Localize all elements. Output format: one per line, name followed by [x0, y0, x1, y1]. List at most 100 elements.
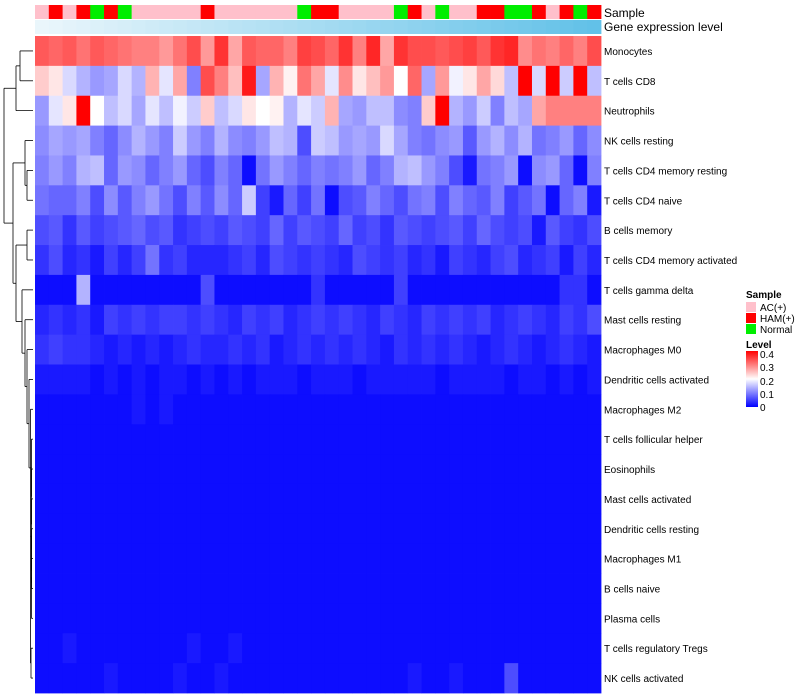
heatmap-cell	[48, 274, 64, 306]
heatmap-cell	[518, 603, 533, 634]
heatmap-cell	[283, 155, 298, 186]
heatmap-cell	[214, 65, 229, 97]
heatmap-cell	[186, 364, 202, 395]
heatmap-cell	[214, 125, 229, 156]
heatmap-cell	[48, 65, 64, 97]
heatmap-cell	[283, 125, 298, 156]
heatmap-cell	[504, 543, 519, 574]
heatmap-cell	[76, 603, 91, 634]
heatmap-cell	[283, 274, 298, 306]
heatmap-cell	[421, 424, 436, 455]
heatmap-cell	[518, 424, 533, 455]
heatmap-cell	[62, 95, 77, 126]
heatmap-cell	[62, 125, 77, 156]
expression-annotation-cell	[62, 20, 77, 34]
heatmap-cell	[48, 663, 64, 694]
heatmap-cell	[145, 65, 160, 97]
heatmap-cell	[407, 215, 422, 246]
heatmap-cell	[573, 663, 588, 694]
sample-annotation-cell	[573, 5, 588, 19]
heatmap-cell	[48, 633, 64, 664]
heatmap-cell	[173, 364, 188, 395]
heatmap-cell	[545, 513, 560, 545]
heatmap-cell	[311, 454, 326, 485]
heatmap-cell	[545, 543, 560, 574]
heatmap-cell	[421, 304, 436, 336]
heatmap-cell	[462, 304, 478, 336]
heatmap-cell	[269, 155, 284, 186]
heatmap-cell	[490, 304, 505, 336]
heatmap-cell	[90, 304, 105, 336]
heatmap-cell	[573, 334, 588, 365]
heatmap-cell	[324, 513, 340, 545]
heatmap-cell	[393, 95, 409, 126]
heatmap-cell	[518, 36, 533, 67]
heatmap-cell	[462, 483, 478, 515]
heatmap-cell	[159, 36, 174, 67]
expression-annotation-cell	[173, 20, 188, 34]
heatmap-cell	[462, 65, 478, 97]
heatmap-cell	[76, 483, 91, 515]
heatmap-cell	[269, 454, 284, 485]
heatmap-cell	[62, 215, 77, 246]
heatmap-cell	[518, 125, 533, 156]
expression-annotation-cell	[573, 20, 588, 34]
heatmap-cell	[573, 304, 588, 336]
heatmap-cell	[462, 513, 478, 545]
heatmap-cell	[393, 304, 409, 336]
heatmap-cell	[352, 483, 367, 515]
row-label: T cells CD4 memory activated	[604, 256, 737, 267]
heatmap-cell	[35, 513, 50, 545]
heatmap-cell	[131, 573, 146, 604]
sample-annotation-cell	[131, 5, 146, 19]
heatmap-cell	[145, 483, 160, 515]
heatmap-cell	[76, 334, 91, 365]
heatmap-cell	[338, 304, 353, 336]
heatmap-cell	[545, 185, 560, 216]
heatmap-cell	[490, 36, 505, 67]
sample-annotation-cell	[104, 5, 119, 19]
heatmap-cell	[352, 125, 367, 156]
heatmap-cell	[518, 155, 533, 186]
heatmap-cell	[352, 274, 367, 306]
heatmap-cell	[476, 215, 491, 246]
heatmap-cell	[117, 663, 133, 694]
heatmap-cell	[311, 155, 326, 186]
heatmap-cell	[559, 125, 574, 156]
heatmap-cell	[186, 95, 202, 126]
heatmap-cell	[90, 483, 105, 515]
heatmap-cell	[173, 573, 188, 604]
heatmap-cell	[62, 304, 77, 336]
heatmap-cell	[76, 543, 91, 574]
expression-annotation-cell	[117, 20, 133, 34]
heatmap-cell	[380, 185, 395, 216]
heatmap-cell	[173, 334, 188, 365]
heatmap-cell	[62, 155, 77, 186]
heatmap-cell	[159, 513, 174, 545]
heatmap-cell	[407, 633, 422, 664]
heatmap-cell	[573, 36, 588, 67]
heatmap-cell	[352, 543, 367, 574]
heatmap-cell	[421, 513, 436, 545]
heatmap-cell	[449, 274, 464, 306]
heatmap-cell	[283, 633, 298, 664]
heatmap-cell	[214, 215, 229, 246]
heatmap-cell	[186, 215, 202, 246]
heatmap-cell	[393, 573, 409, 604]
heatmap-cell	[242, 483, 257, 515]
heatmap-cell	[228, 185, 243, 216]
heatmap-cell	[145, 603, 160, 634]
heatmap-cell	[352, 513, 367, 545]
heatmap-cell	[504, 155, 519, 186]
heatmap-cell	[145, 95, 160, 126]
sample-annotation-cell	[297, 5, 312, 19]
heatmap-cell	[587, 513, 602, 545]
heatmap-cell	[200, 334, 215, 365]
heatmap-cell	[35, 95, 50, 126]
row-label: T cells gamma delta	[604, 286, 694, 297]
heatmap-cell	[131, 334, 146, 365]
row-label: Monocytes	[604, 47, 652, 58]
heatmap-cell	[476, 304, 491, 336]
heatmap-cell	[104, 155, 119, 186]
sample-annotation-bar	[35, 5, 602, 19]
